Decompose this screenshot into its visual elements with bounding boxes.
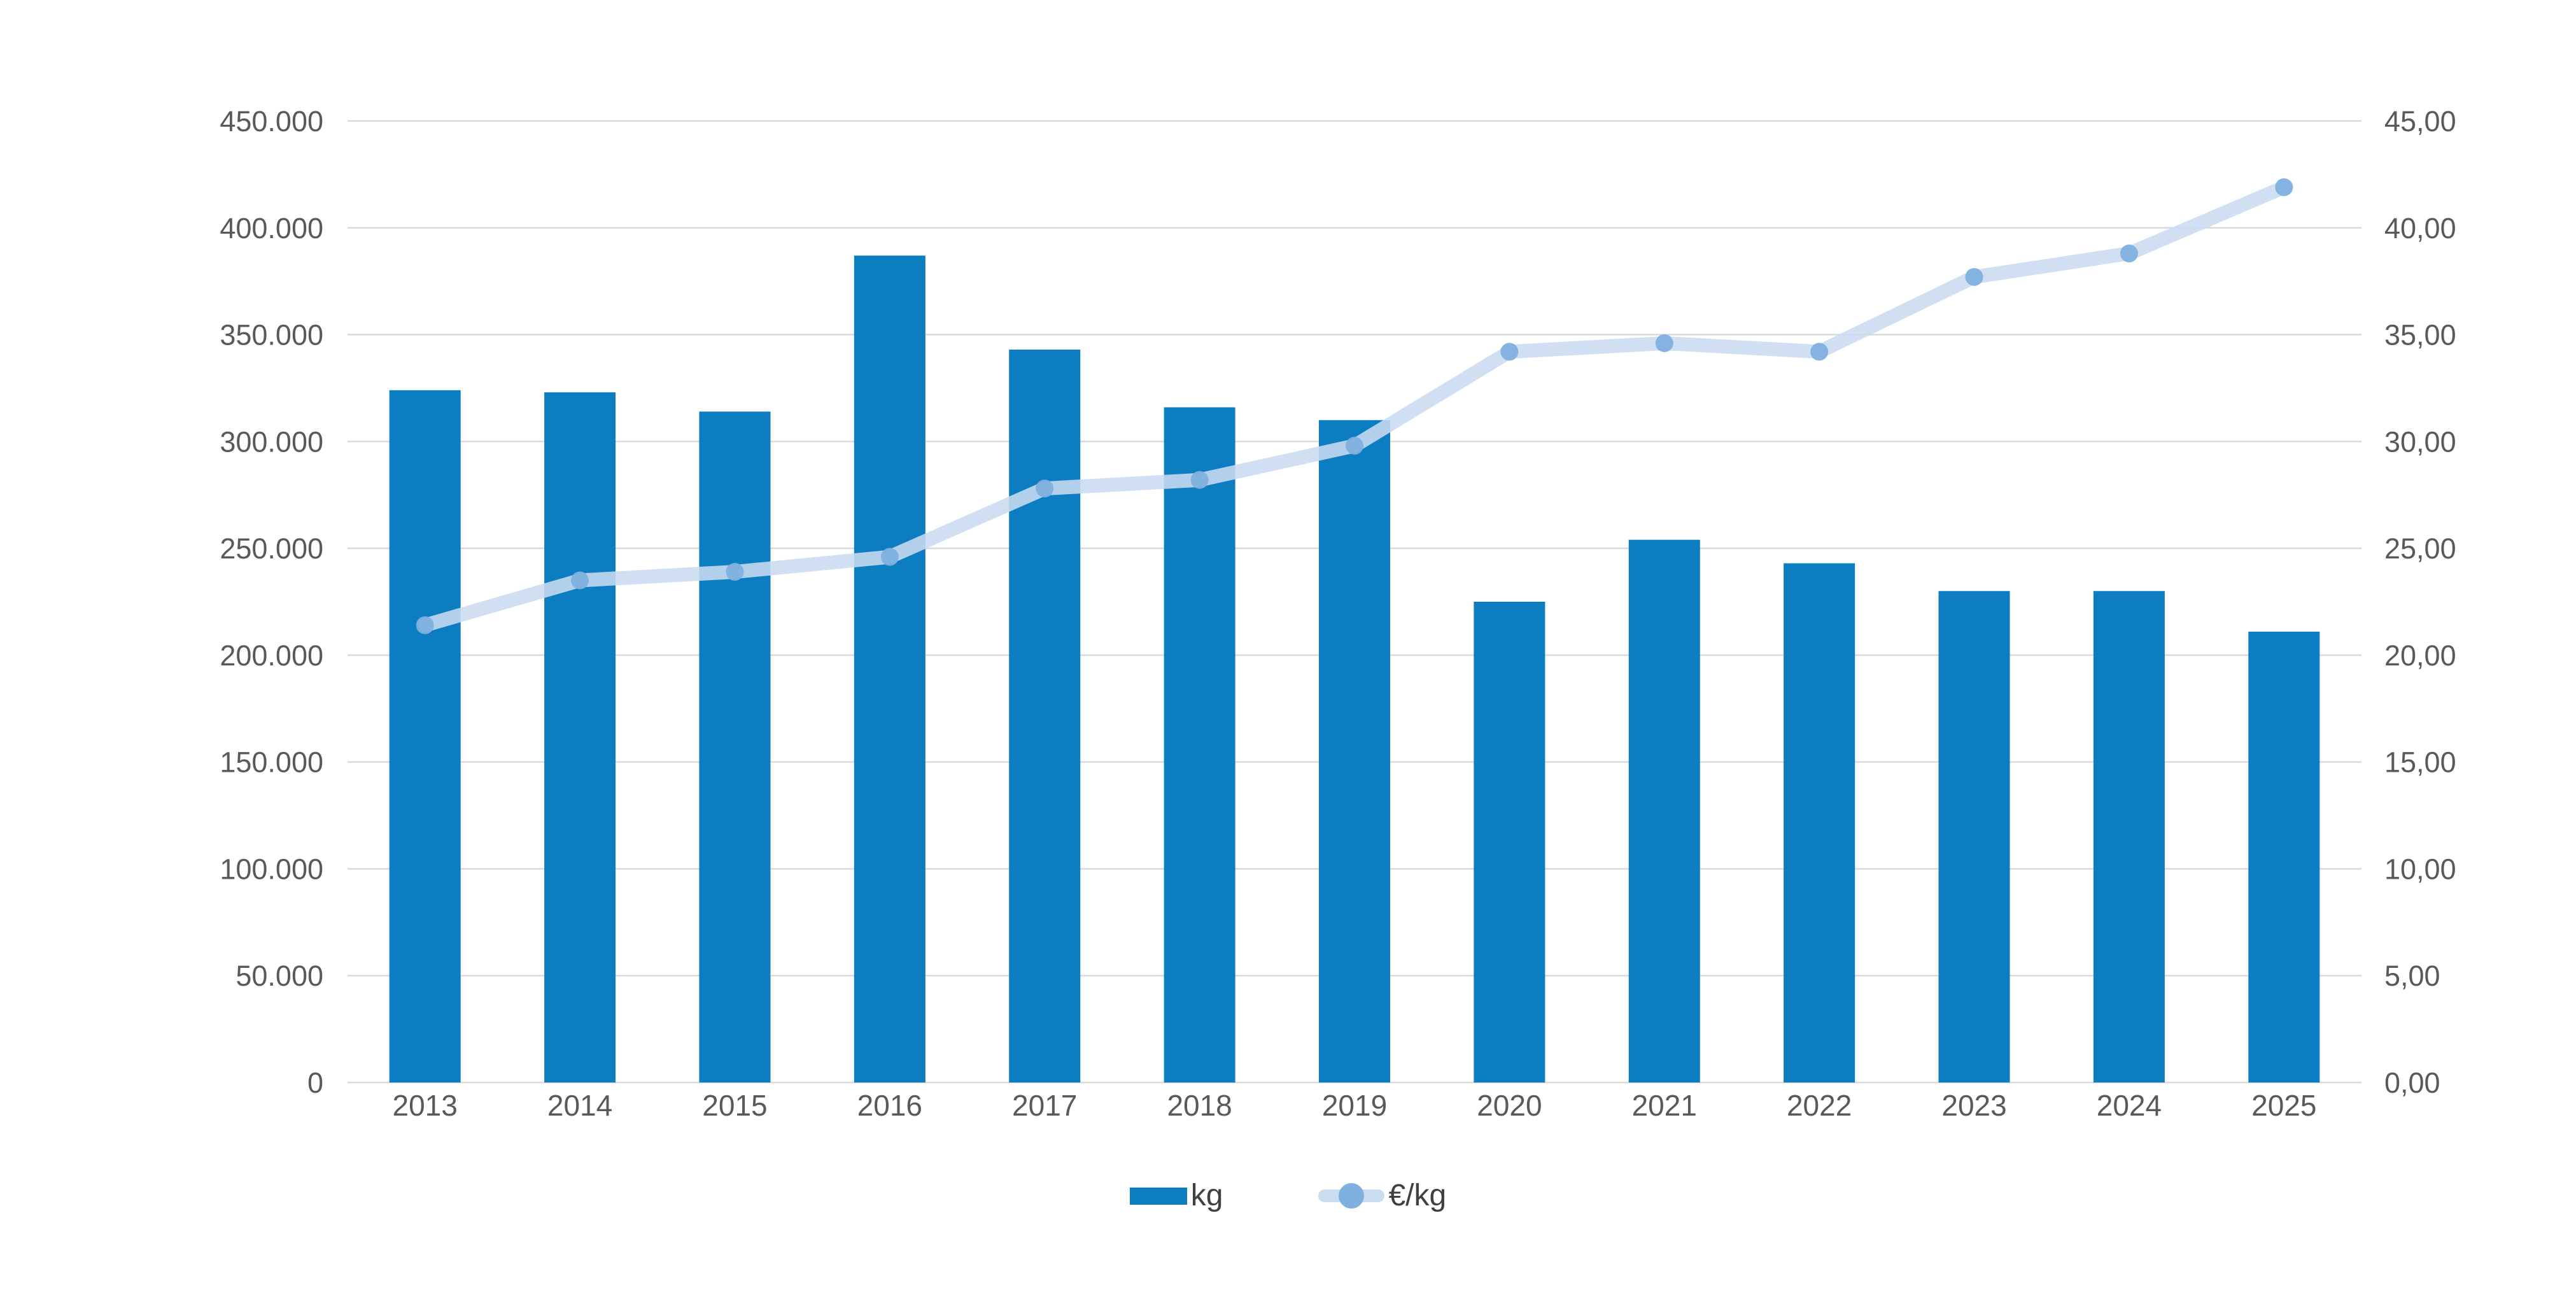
eur-per-kg-point-2024: [2120, 245, 2138, 263]
bar-2015: [699, 411, 771, 1083]
x-axis-label-2022: 2022: [1787, 1089, 1852, 1122]
x-axis-label-2015: 2015: [702, 1089, 767, 1122]
left-axis-tick-label: 50.000: [236, 960, 323, 992]
right-axis-tick-label: 40,00: [2384, 212, 2456, 245]
bar-2019: [1319, 420, 1390, 1082]
eur-line-swatch-icon: [1318, 1182, 1385, 1210]
x-axis-label-2014: 2014: [547, 1089, 612, 1122]
left-axis-tick-label: 400.000: [220, 212, 323, 245]
legend-item-kg: kg: [1129, 1179, 1223, 1212]
eur-per-kg-point-2021: [1655, 334, 1673, 352]
x-axis-label-2023: 2023: [1941, 1089, 2006, 1122]
x-axis-label-2016: 2016: [857, 1089, 922, 1122]
eur-line-marker-dot: [1339, 1183, 1365, 1209]
eur-per-kg-point-2014: [571, 571, 589, 590]
legend-kg-label: kg: [1190, 1179, 1223, 1212]
x-axis-label-2017: 2017: [1012, 1089, 1077, 1122]
kg-bar-swatch-icon: [1129, 1187, 1187, 1205]
chart-legend: kg €/kg: [0, 1179, 2576, 1212]
eur-per-kg-point-2025: [2275, 178, 2293, 197]
x-axis-label-2020: 2020: [1477, 1089, 1542, 1122]
bar-2021: [1628, 539, 1700, 1082]
left-axis-tick-label: 0: [307, 1067, 323, 1099]
eur-per-kg-point-2013: [416, 616, 434, 634]
eur-per-kg-point-2018: [1190, 471, 1209, 489]
bar-2018: [1164, 407, 1235, 1082]
bar-2017: [1009, 350, 1081, 1082]
bar-2022: [1784, 563, 1855, 1082]
bar-2013: [389, 390, 461, 1082]
eur-per-kg-point-2019: [1346, 437, 1363, 455]
x-axis-label-2024: 2024: [2097, 1089, 2162, 1122]
bar-2025: [2248, 631, 2320, 1082]
right-axis-tick-label: 10,00: [2384, 853, 2456, 885]
x-axis-label-2021: 2021: [1632, 1089, 1697, 1122]
right-axis-tick-label: 0,00: [2384, 1067, 2440, 1099]
right-axis-tick-label: 45,00: [2384, 105, 2456, 138]
right-axis-tick-label: 15,00: [2384, 746, 2456, 779]
eur-per-kg-point-2020: [1500, 343, 1519, 361]
left-axis-tick-label: 100.000: [220, 853, 323, 885]
right-axis-tick-label: 20,00: [2384, 639, 2456, 672]
right-axis-tick-label: 35,00: [2384, 319, 2456, 351]
eur-per-kg-point-2016: [880, 548, 899, 566]
bar-2023: [1938, 591, 2010, 1082]
bar-2016: [854, 255, 926, 1082]
eur-per-kg-point-2015: [726, 563, 744, 581]
right-axis-tick-label: 25,00: [2384, 532, 2456, 565]
legend-item-eur-per-kg: €/kg: [1318, 1179, 1447, 1212]
left-axis-tick-label: 250.000: [220, 532, 323, 565]
x-axis-label-2018: 2018: [1167, 1089, 1232, 1122]
eur-per-kg-point-2022: [1810, 343, 1829, 361]
legend-eur-label: €/kg: [1388, 1179, 1447, 1212]
x-axis-label-2013: 2013: [393, 1089, 458, 1122]
left-axis-tick-label: 150.000: [220, 746, 323, 779]
x-axis-label-2025: 2025: [2251, 1089, 2316, 1122]
bar-2024: [2093, 591, 2165, 1082]
bar-2014: [544, 392, 616, 1083]
bar-2020: [1474, 602, 1545, 1082]
left-axis-tick-label: 450.000: [220, 105, 323, 138]
left-axis-tick-label: 300.000: [220, 425, 323, 458]
eur-per-kg-point-2017: [1036, 479, 1054, 498]
left-axis-tick-label: 200.000: [220, 639, 323, 672]
eur-per-kg-point-2023: [1965, 267, 1983, 286]
left-axis-tick-label: 350.000: [220, 319, 323, 351]
right-axis-tick-label: 5,00: [2384, 960, 2440, 992]
right-axis-tick-label: 30,00: [2384, 425, 2456, 458]
x-axis-label-2019: 2019: [1322, 1089, 1387, 1122]
